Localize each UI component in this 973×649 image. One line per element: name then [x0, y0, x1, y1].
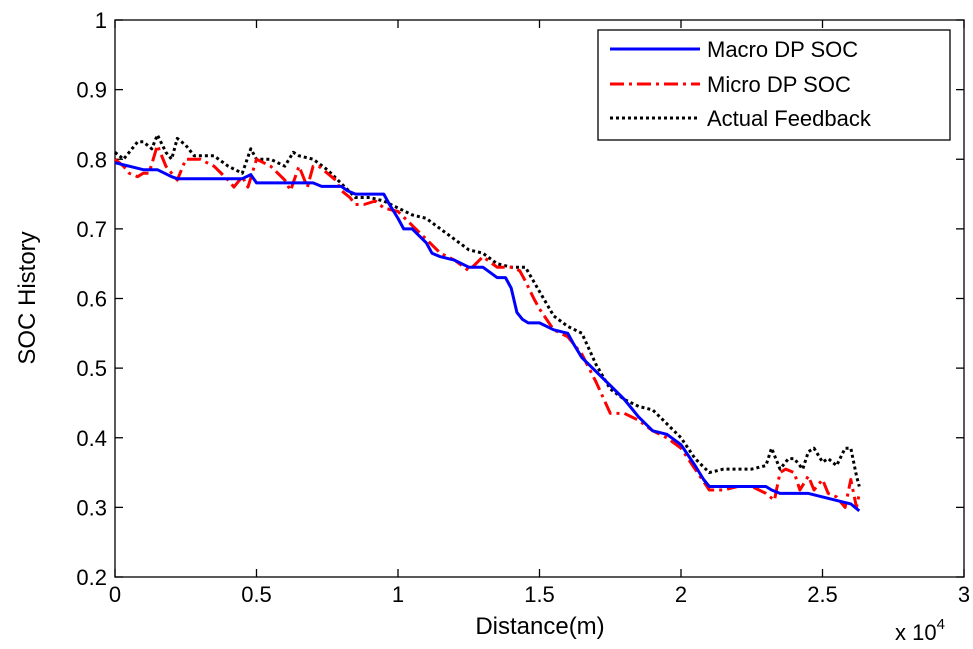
legend: Macro DP SOC Micro DP SOC Actual Feedbac…: [597, 29, 951, 141]
y-tick-label: 0.5: [76, 356, 107, 381]
x-tick-label: 0: [109, 582, 121, 607]
axis-ticks: 0 0.5 1 1.5 2 2.5 3 0.2 0.3 0.4 0.5 0.6 0.7 0.8 0.9 1: [76, 8, 970, 607]
x-tick-label: 0.5: [241, 582, 272, 607]
x-multiplier: x 104: [895, 616, 945, 644]
legend-label-macro: Macro DP SOC: [707, 37, 858, 62]
legend-label-micro: Micro DP SOC: [707, 72, 851, 97]
x-tick-label: 2: [675, 582, 687, 607]
series-layer: [114, 133, 861, 513]
x-tick-label: 3: [958, 582, 970, 607]
x-multiplier-base: x 10: [895, 620, 937, 644]
x-axis-label: Distance(m): [475, 613, 604, 640]
legend-label-feedback: Actual Feedback: [707, 106, 872, 131]
series-line-macro-dp-soc: [114, 161, 861, 513]
y-tick-label: 0.6: [76, 287, 107, 312]
y-tick-label: 0.7: [76, 217, 107, 242]
y-axis-label: SOC History: [14, 231, 41, 364]
y-tick-label: 0.9: [76, 78, 107, 103]
y-tick-label: 0.4: [76, 426, 107, 451]
series-line-micro-dp-soc: [114, 143, 861, 509]
x-multiplier-exponent: 4: [937, 616, 945, 633]
y-tick-label: 0.8: [76, 147, 107, 172]
x-tick-label: 1: [392, 582, 404, 607]
y-tick-label: 1: [95, 8, 107, 33]
x-tick-label: 1.5: [524, 582, 555, 607]
x-tick-label: 2.5: [807, 582, 838, 607]
y-tick-label: 0.2: [76, 565, 107, 590]
y-tick-label: 0.3: [76, 495, 107, 520]
